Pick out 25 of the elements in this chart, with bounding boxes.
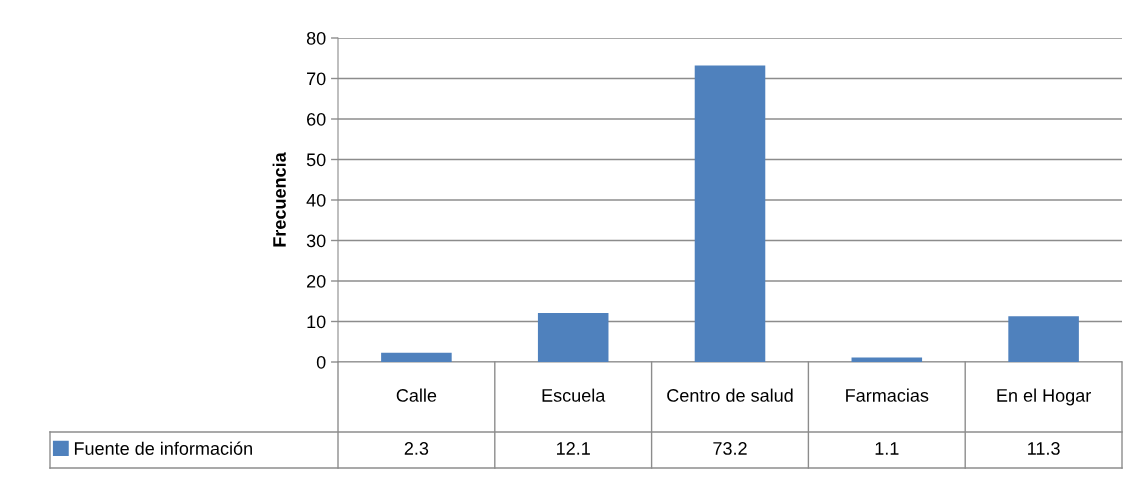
x-tick-label: Calle — [396, 388, 437, 402]
data-label: 11.3 — [1028, 442, 1060, 455]
x-tick-label: Farmacias — [846, 388, 929, 402]
y-tick-label: 0 — [316, 355, 326, 369]
y-tick-label: 70 — [307, 72, 326, 86]
y-axis-title: Frecuencia — [272, 152, 286, 247]
data-label: 12.1 — [557, 442, 590, 455]
x-tick-label: Centro de salud — [667, 388, 793, 402]
y-tick-label: 80 — [306, 31, 326, 45]
y-tick-label: 40 — [306, 193, 326, 207]
data-label: 2.3 — [404, 442, 429, 455]
data-label: 1.1 — [875, 442, 899, 455]
bar — [1008, 316, 1079, 362]
y-tick-label: 60 — [307, 112, 326, 126]
data-label: 73.2 — [713, 442, 747, 455]
bar — [381, 352, 452, 362]
y-tick-label: 10 — [307, 315, 326, 329]
x-tick-label: En el Hogar — [997, 388, 1091, 406]
legend-label: Fuente de información — [74, 441, 252, 455]
x-tick-label: Escuela — [542, 388, 606, 402]
bar — [537, 312, 609, 362]
y-tick-label: 30 — [306, 234, 326, 248]
y-tick-label: 50 — [306, 153, 326, 167]
y-tick-label: 20 — [307, 274, 326, 288]
bar — [694, 65, 766, 362]
